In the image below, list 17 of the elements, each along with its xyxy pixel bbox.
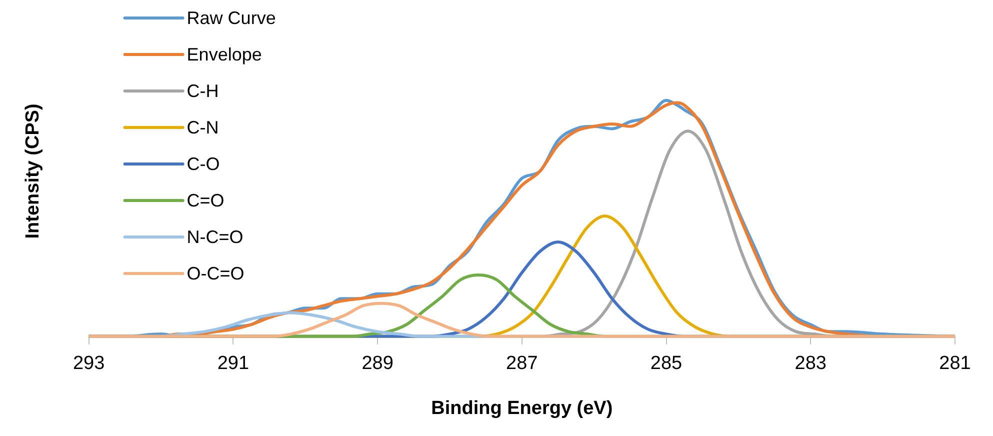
legend-label: C=O — [186, 190, 224, 210]
legend-label: N-C=O — [186, 226, 244, 247]
legend-label: O-C=O — [186, 263, 244, 284]
x-tick-label: 289 — [362, 353, 394, 374]
legend-label: C-O — [186, 154, 220, 174]
legend-label: Envelope — [186, 44, 262, 64]
legend-label: C-H — [186, 80, 219, 101]
x-tick-label: 293 — [72, 353, 105, 374]
x-tick-label: 285 — [650, 353, 682, 374]
x-tick-label: 283 — [794, 353, 826, 374]
y-axis-title: Intensity (CPS) — [22, 104, 44, 239]
legend-label: C-N — [186, 117, 219, 138]
legend-label: Raw Curve — [186, 8, 276, 28]
x-axis-title: Binding Energy (eV) — [431, 398, 613, 419]
x-tick-label: 287 — [506, 353, 538, 374]
x-tick-label: 291 — [217, 353, 250, 374]
x-tick-label: 281 — [939, 353, 971, 374]
